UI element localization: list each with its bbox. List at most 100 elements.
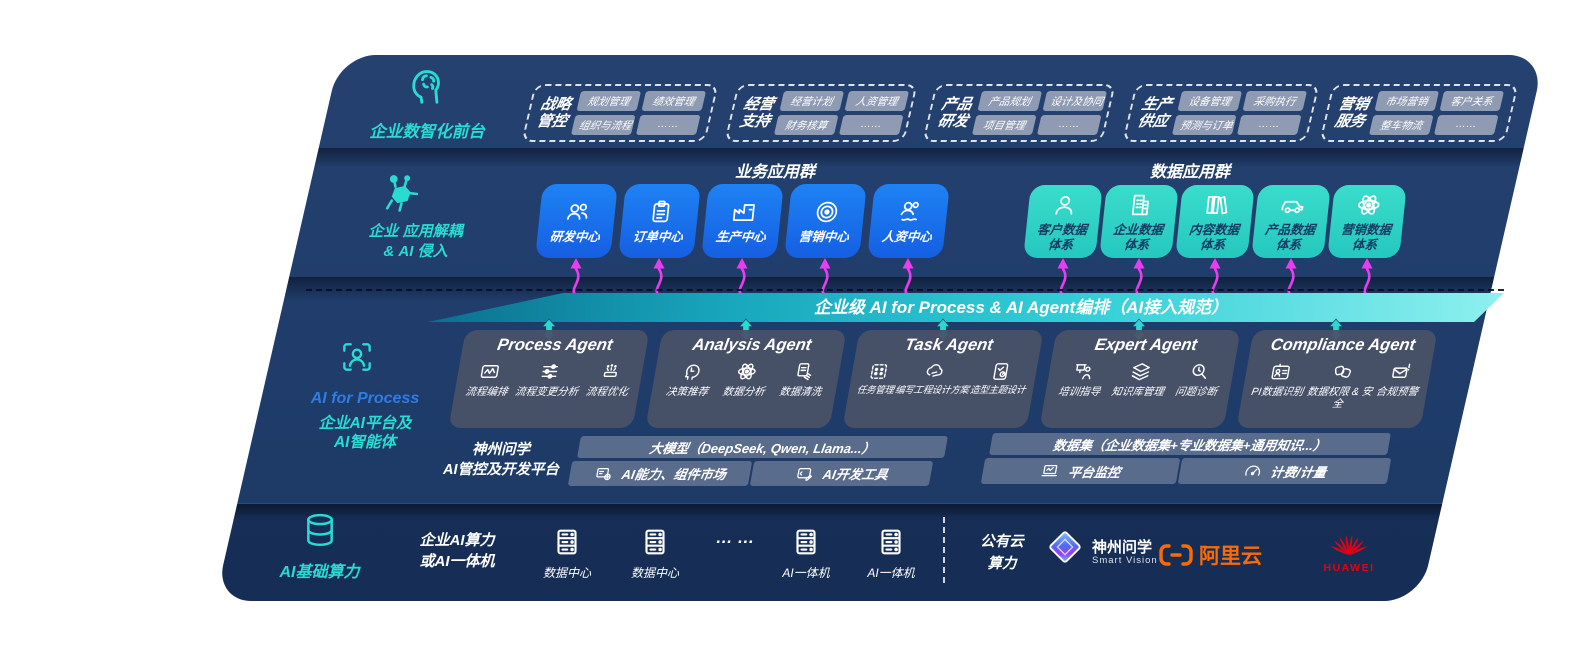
shenzhou-sub: Smart Vision <box>1092 555 1158 566</box>
front-chip: 项目管理 <box>971 115 1037 135</box>
infra-layer-label: AI基础算力 <box>279 564 360 581</box>
data-box-product: 产品数据 体系 <box>1251 185 1331 258</box>
users-icon <box>562 198 593 226</box>
agent-item: 合规预警 <box>1375 360 1424 398</box>
data-box-enterprise: 企业数据 体系 <box>1099 185 1179 258</box>
data-group-title: 数据应用群 <box>1149 164 1230 181</box>
ellipsis-nodes: … … <box>715 528 755 547</box>
module-icon <box>592 464 616 484</box>
devtools-bar: AI开发工具 <box>749 461 934 486</box>
flow-chart-icon <box>477 360 504 383</box>
car-icon <box>1277 191 1308 219</box>
app-label: 产品数据 体系 <box>1264 223 1316 252</box>
doc-clean-icon <box>790 360 817 383</box>
app-label: 营销中心 <box>798 229 850 244</box>
brain-icon <box>402 62 450 108</box>
agent-item: 任务管理 <box>856 360 899 397</box>
ai-layer-label-cn2: AI智能体 <box>333 434 396 451</box>
platform-label: 神州问学 AI管控及开发平台 <box>443 442 559 478</box>
data-lock-icon <box>1330 360 1357 383</box>
data-box-content: 内容数据 体系 <box>1175 185 1255 258</box>
front-group-title: 营销 服务 <box>1333 95 1371 130</box>
diagnose-icon <box>1186 360 1213 383</box>
front-group-operation: 经营 支持 经营计划 人资管理 财务核算 …… <box>724 84 918 142</box>
node-label: AI一体机 <box>867 566 915 580</box>
front-group-title: 产品 研发 <box>936 95 974 130</box>
ai-layer-label-cn1: 企业AI平台及 <box>318 415 412 432</box>
app-label: 内容数据 体系 <box>1188 223 1240 252</box>
server-icon <box>638 524 672 560</box>
agent-item: 流程变更分析 <box>514 360 584 398</box>
scan-person-icon <box>338 336 376 378</box>
front-layer-label: 企业数智化前台 <box>369 123 485 141</box>
front-chip: …… <box>838 115 904 135</box>
business-group-title: 业务应用群 <box>734 164 815 181</box>
data-box-marketing: 营销数据 体系 <box>1327 185 1407 258</box>
front-group-title: 战略 管控 <box>535 95 573 130</box>
front-chip: 整车物流 <box>1368 115 1434 135</box>
atom-icon <box>734 360 761 383</box>
front-chip: 经营计划 <box>779 91 845 111</box>
front-chip: 组织与流程 <box>570 115 636 135</box>
front-group-strategy: 战略 管控 规划管理 绩效管理 组织与流程 …… <box>521 84 719 142</box>
dataset-bar: 数据集（企业数据集+专业数据集+通用知识...） <box>989 433 1391 455</box>
task-grid-icon <box>865 360 892 383</box>
cloud-edit-icon <box>922 360 949 383</box>
front-group-title: 生产 供应 <box>1136 95 1174 130</box>
agent-item: 造型主题设计 <box>969 360 1030 397</box>
app-label: 研发中心 <box>549 229 601 244</box>
server-icon <box>789 524 823 560</box>
app-box-marketing: 营销中心 <box>784 184 867 258</box>
atom-icon <box>1353 191 1384 219</box>
front-chip: …… <box>1036 115 1102 135</box>
agent-item: 流程优化 <box>585 360 634 398</box>
node-label: 数据中心 <box>630 566 679 580</box>
front-chip: 采购执行 <box>1242 91 1308 111</box>
vertical-divider <box>943 517 945 583</box>
shenzhou-logo <box>1046 528 1084 566</box>
aliyun-logo <box>1158 543 1194 567</box>
agent-card-task: Task Agent 任务管理 编写工程设计方案 造型主题设计 <box>842 330 1044 428</box>
target-icon <box>811 198 842 226</box>
layers-icon <box>1128 360 1155 383</box>
agent-item: 数据权限 & 安全 <box>1303 360 1378 410</box>
app-label: 生产中心 <box>715 229 767 244</box>
public-cloud-label: 公有云 算力 <box>980 534 1024 572</box>
alert-mail-icon <box>1387 360 1414 383</box>
gauge-icon <box>1241 461 1265 481</box>
front-chip: 规划管理 <box>576 91 642 111</box>
front-group-title: 经营 支持 <box>738 95 776 130</box>
front-group-product: 产品 研发 产品规划 设计及协同 项目管理 …… <box>922 84 1116 142</box>
enterprise-compute-label: 企业AI算力 或AI一体机 <box>419 532 495 570</box>
front-chip: 财务核算 <box>773 115 839 135</box>
app-label: 客户数据 体系 <box>1036 223 1088 252</box>
front-chip: 设备管理 <box>1177 91 1243 111</box>
app-label: 人资中心 <box>881 229 933 244</box>
monitor-icon <box>1039 461 1063 481</box>
agent-item: PI数据识别 <box>1250 360 1309 398</box>
people-flow-icon <box>894 198 925 226</box>
apps-layer-label: 企业 应用解耦 & AI 侵入 <box>368 223 463 260</box>
dashed-separator <box>306 289 1504 291</box>
agent-item: 培训指导 <box>1057 360 1106 398</box>
agent-item: 流程编排 <box>464 360 513 398</box>
ai-orchestration-banner: 企业级 AI for Process & AI Agent编排（AI接入规范） <box>428 293 1504 322</box>
capability-bar: AI能力、组件市场 <box>567 461 753 486</box>
app-box-production: 生产中心 <box>701 184 784 258</box>
database-icon <box>300 504 340 556</box>
front-chip: 设计及协同 <box>1042 91 1108 111</box>
books-icon <box>1201 191 1232 219</box>
front-group-marketing: 营销 服务 市场营销 客户关系 整车物流 …… <box>1319 84 1519 142</box>
server-icon <box>874 524 908 560</box>
model-bar: 大模型（DeepSeek, Qwen, Llama...） <box>577 436 948 458</box>
molecule-icon <box>378 168 422 220</box>
agent-item: 决策推荐 <box>665 360 714 398</box>
front-chip: 预测与订单 <box>1171 115 1237 135</box>
agent-card-analysis: Analysis Agent 决策推荐 数据分析 数据清洗 <box>645 330 847 428</box>
agent-item: 编写工程设计方案 <box>894 360 973 397</box>
huawei-logo <box>1328 522 1370 560</box>
huawei-name: HUAWEI <box>1323 562 1375 574</box>
clipboard-icon <box>645 198 676 226</box>
machine-icon <box>597 360 624 383</box>
